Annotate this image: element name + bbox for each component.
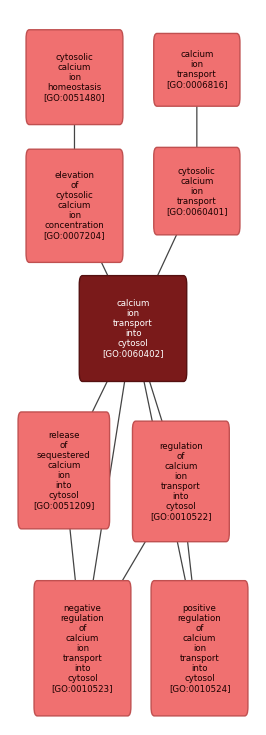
Text: positive
regulation
of
calcium
ion
transport
into
cytosol
[GO:0010524]: positive regulation of calcium ion trans… bbox=[169, 603, 230, 693]
FancyBboxPatch shape bbox=[26, 30, 123, 124]
FancyBboxPatch shape bbox=[132, 421, 229, 542]
Text: cytosolic
calcium
ion
transport
[GO:0060401]: cytosolic calcium ion transport [GO:0060… bbox=[166, 167, 228, 215]
Text: calcium
ion
transport
into
cytosol
[GO:0060402]: calcium ion transport into cytosol [GO:0… bbox=[102, 299, 164, 358]
Text: calcium
ion
transport
[GO:0006816]: calcium ion transport [GO:0006816] bbox=[166, 50, 228, 90]
FancyBboxPatch shape bbox=[154, 34, 240, 107]
FancyBboxPatch shape bbox=[18, 412, 110, 529]
Text: release
of
sequestered
calcium
ion
into
cytosol
[GO:0051209]: release of sequestered calcium ion into … bbox=[33, 431, 94, 510]
Text: elevation
of
cytosolic
calcium
ion
concentration
[GO:0007204]: elevation of cytosolic calcium ion conce… bbox=[44, 171, 105, 240]
FancyBboxPatch shape bbox=[151, 581, 248, 716]
Text: negative
regulation
of
calcium
ion
transport
into
cytosol
[GO:0010523]: negative regulation of calcium ion trans… bbox=[52, 603, 113, 693]
FancyBboxPatch shape bbox=[154, 148, 240, 235]
FancyBboxPatch shape bbox=[34, 581, 131, 716]
Text: cytosolic
calcium
ion
homeostasis
[GO:0051480]: cytosolic calcium ion homeostasis [GO:00… bbox=[44, 53, 105, 101]
Text: regulation
of
calcium
ion
transport
into
cytosol
[GO:0010522]: regulation of calcium ion transport into… bbox=[150, 442, 212, 521]
FancyBboxPatch shape bbox=[26, 149, 123, 262]
FancyBboxPatch shape bbox=[79, 276, 187, 381]
